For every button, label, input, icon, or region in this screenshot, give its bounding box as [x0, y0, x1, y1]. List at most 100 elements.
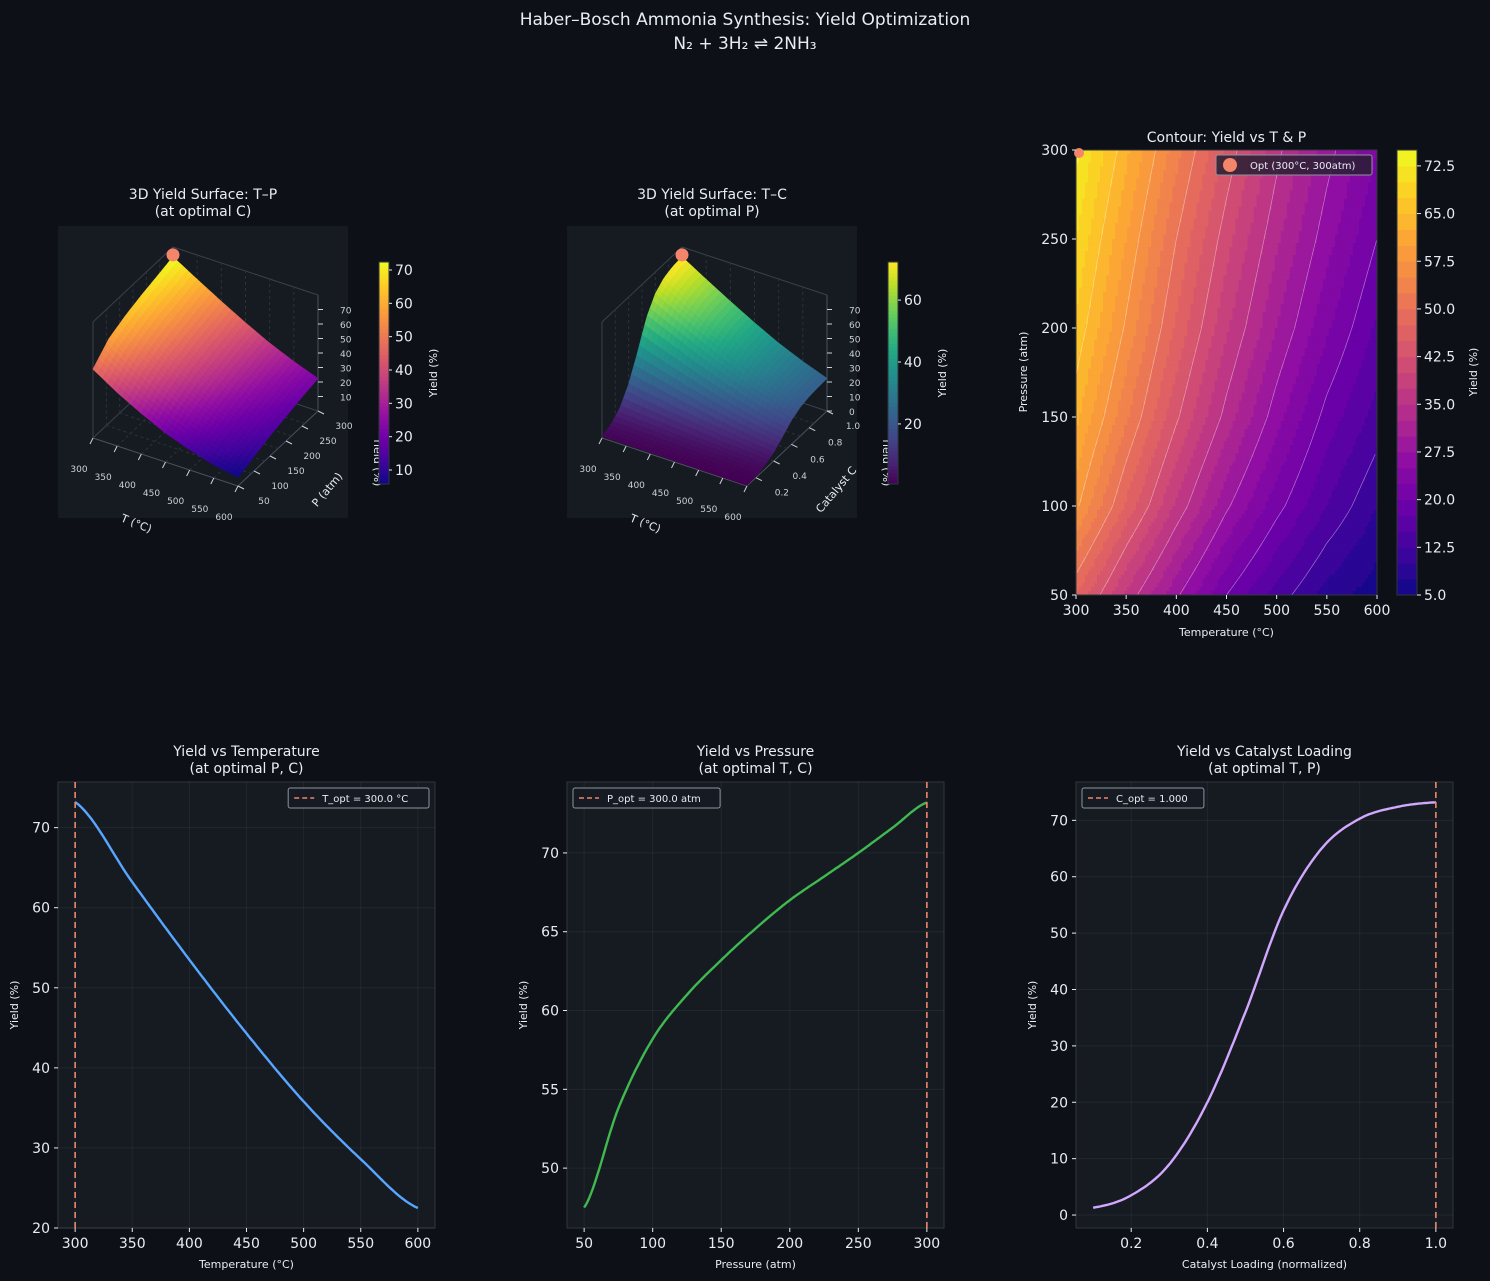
contour-cell — [1109, 518, 1113, 523]
contour-cell — [1130, 178, 1134, 183]
contour-cell — [1115, 311, 1119, 317]
contour-cell — [1109, 441, 1113, 446]
contour-cell — [1145, 469, 1149, 475]
contour-cell — [1103, 267, 1107, 272]
contour-cell — [1100, 340, 1104, 345]
colorbar-segment — [888, 384, 898, 389]
contour-cell — [1151, 307, 1155, 313]
contour-cell — [1133, 396, 1137, 402]
contour-cell — [1118, 510, 1122, 515]
contour-cell — [1118, 170, 1122, 175]
contour-cell — [1139, 554, 1143, 559]
contour-cell — [1130, 299, 1134, 305]
contour-cell — [1106, 150, 1110, 155]
contour-cell — [1121, 283, 1125, 288]
contour-cell — [1094, 315, 1098, 321]
contour-cell — [1100, 566, 1104, 572]
contour-cell — [1139, 210, 1143, 216]
contour-cell — [1115, 457, 1119, 462]
contour-cell — [1151, 461, 1155, 466]
contour-cell — [1139, 372, 1143, 377]
contour-cell — [1151, 243, 1155, 248]
contour-cell — [1085, 437, 1089, 442]
contour-cell — [1094, 372, 1098, 377]
contour-cell — [1100, 178, 1104, 183]
contour-cell — [1109, 566, 1113, 572]
contour-cell — [1106, 259, 1110, 264]
contour-cell — [1079, 526, 1083, 531]
contour-cell — [1097, 174, 1101, 179]
contour-cell — [1145, 441, 1149, 446]
contour-cell — [1130, 546, 1134, 551]
contour-cell — [1088, 481, 1092, 487]
contour-cell — [1103, 558, 1107, 564]
colorbar-segment — [888, 435, 898, 441]
contour-cell — [1109, 562, 1113, 568]
contour-cell — [1082, 323, 1086, 329]
contour-cell — [1154, 218, 1158, 224]
contour-cell — [1082, 514, 1086, 519]
contour-cell — [1124, 578, 1128, 584]
contour-cell — [1121, 150, 1125, 155]
contour-cell — [1148, 166, 1152, 171]
contour-cell — [1118, 198, 1122, 203]
contour-cell — [1109, 445, 1113, 450]
contour-cell — [1127, 518, 1131, 523]
contour-cell — [1148, 457, 1152, 462]
contour-cell — [1106, 489, 1110, 495]
contour-cell — [1121, 437, 1125, 442]
contour-cell — [1133, 441, 1137, 446]
contour-cell — [1145, 239, 1149, 244]
contour-cell — [1148, 348, 1152, 353]
contour-cell — [1124, 202, 1128, 208]
x-tick-label: 400 — [119, 481, 136, 491]
contour-cell — [1094, 174, 1098, 179]
contour-cell — [1109, 198, 1113, 203]
contour-cell — [1109, 408, 1113, 414]
contour-cell — [1082, 400, 1086, 406]
contour-cell — [1136, 198, 1140, 203]
contour-cell — [1154, 263, 1158, 268]
contour-cell — [1097, 368, 1101, 373]
contour-cell — [1100, 186, 1104, 191]
contour-cell — [1094, 178, 1098, 183]
contour-cell — [1106, 437, 1110, 442]
contour-cell — [1124, 162, 1128, 167]
contour-cell — [1142, 150, 1146, 155]
contour-cell — [1097, 166, 1101, 171]
contour-cell — [1151, 336, 1155, 341]
contour-cell — [1076, 392, 1080, 398]
contour-cell — [1115, 263, 1119, 268]
colorbar-tick-label: 40 — [395, 363, 413, 379]
contour-cell — [1091, 510, 1095, 515]
contour-cell — [1079, 214, 1083, 220]
contour-cell — [1139, 550, 1143, 555]
contour-cell — [1151, 190, 1155, 195]
contour-cell — [1106, 570, 1110, 576]
contour-cell — [1121, 425, 1125, 430]
contour-cell — [1145, 437, 1149, 442]
contour-cell — [1085, 166, 1089, 171]
contour-cell — [1106, 247, 1110, 252]
contour-cell — [1115, 433, 1119, 438]
contour-cell — [1133, 162, 1137, 167]
contour-cell — [1085, 449, 1089, 454]
contour-cell — [1112, 323, 1116, 329]
contour-cell — [1082, 566, 1086, 572]
contour-cell — [1130, 255, 1134, 260]
contour-cell — [1121, 222, 1125, 228]
contour-cell — [1088, 586, 1092, 592]
contour-cell — [1136, 279, 1140, 284]
contour-cell — [1121, 158, 1125, 163]
contour-cell — [1088, 538, 1092, 543]
contour-cell — [1127, 534, 1131, 539]
contour-cell — [1109, 158, 1113, 163]
contour-cell — [1079, 182, 1083, 187]
contour-cell — [1097, 546, 1101, 551]
contour-cell — [1145, 259, 1149, 264]
contour-cell — [1079, 222, 1083, 228]
contour-cell — [1085, 222, 1089, 228]
contour-cell — [1145, 247, 1149, 252]
contour-cell — [1112, 194, 1116, 199]
contour-cell — [1094, 226, 1098, 232]
